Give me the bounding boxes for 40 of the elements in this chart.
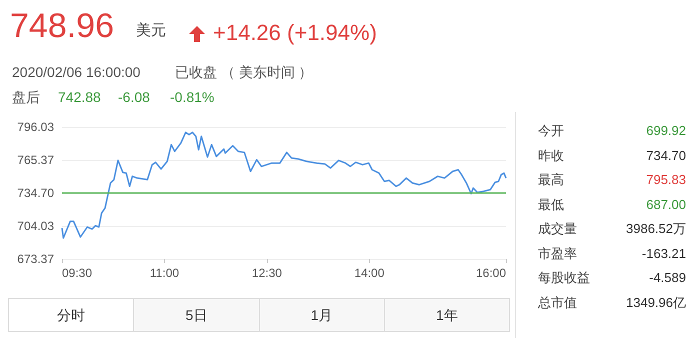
text: 3986.52万	[626, 221, 686, 237]
y-tick-label: 796.03	[17, 120, 54, 134]
x-tick-label: 14:00	[354, 266, 385, 280]
text: 1349.96亿	[626, 294, 686, 310]
text: 5日	[134, 299, 260, 331]
text: 昨收	[538, 148, 564, 164]
text: 今开	[538, 123, 564, 139]
text: 734.70	[646, 148, 686, 164]
y-tick-label: 704.03	[17, 219, 54, 234]
text: 总市值	[538, 294, 577, 310]
text: 最高	[538, 172, 564, 188]
y-tick-label: 734.70	[17, 186, 54, 200]
y-tick-label: 673.37	[17, 252, 54, 266]
text: 699.92	[646, 123, 686, 139]
text: -0.81%	[170, 89, 214, 106]
text: 742.88	[58, 89, 101, 106]
text: 盘后	[12, 89, 40, 106]
text: -6.08	[118, 89, 150, 106]
text: 687.00	[646, 196, 686, 212]
text: -163.21	[642, 246, 686, 262]
text: -4.589	[649, 270, 686, 286]
text: 分时	[9, 299, 134, 331]
text: 748.96	[10, 6, 114, 47]
line-series	[61, 132, 507, 239]
x-tick-label: 11:00	[150, 266, 180, 280]
y-tick-label: 765.37	[17, 152, 54, 167]
text: 每股收益	[538, 270, 590, 286]
text: 1月	[260, 299, 385, 331]
text: 成交量	[538, 221, 577, 237]
text: 已收盘 （ 美东时间 ）	[175, 64, 313, 81]
text: 美元	[136, 22, 166, 40]
x-tick-label: 12:30	[252, 266, 282, 280]
x-tick-label: 09:30	[62, 266, 92, 280]
text: 2020/02/06 16:00:00	[12, 64, 140, 81]
text: 最低	[538, 196, 564, 212]
text: 1年	[384, 299, 509, 331]
text: 市盈率	[538, 246, 577, 262]
text: 795.83	[646, 172, 686, 188]
text: +14.26 (+1.94%)	[213, 20, 377, 46]
x-tick-label: 16:00	[476, 266, 506, 280]
